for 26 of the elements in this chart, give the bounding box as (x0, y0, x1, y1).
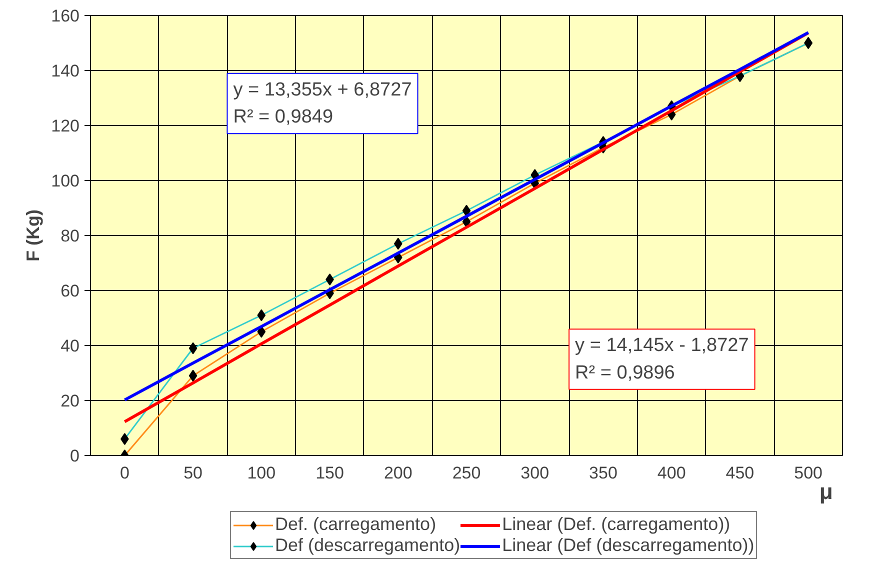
y-tick-label: 40 (60, 336, 80, 356)
y-tick-label: 100 (51, 172, 80, 190)
y-tick-label: 80 (60, 226, 80, 246)
x-tick-label: 0 (120, 464, 130, 482)
y-tick-label: 0 (70, 446, 80, 466)
annotation: y = 13,355x + 6,8727 R² = 0,9849 (233, 79, 412, 128)
x-tick-label: 250 (452, 464, 481, 482)
x-tick-label: 400 (657, 464, 686, 482)
y-tick-label: 120 (51, 116, 80, 136)
x-tick-label: 350 (589, 464, 618, 482)
y-tick-label: 140 (51, 62, 80, 80)
annotation: y = 14,145x - 1,8727 R² = 0,9896 (575, 335, 749, 384)
legend-label: Linear (Def. (carregamento)) (502, 514, 730, 535)
x-tick-label: 50 (184, 464, 203, 482)
legend-label: Linear (Def (descarregamento)) (502, 535, 754, 556)
x-tick-label: 100 (247, 464, 276, 482)
x-tick-label: 150 (316, 464, 344, 482)
y-tick-label: 60 (60, 282, 80, 300)
y-tick-label: 160 (51, 6, 80, 26)
y-axis-title: F (Kg) (23, 210, 44, 262)
legend-label: Def. (carregamento) (275, 514, 436, 535)
x-tick-label: 450 (726, 464, 754, 482)
x-tick-label: 300 (520, 464, 550, 482)
y-tick-label: 20 (60, 392, 80, 410)
legend-label: Def (descarregamento) (275, 535, 460, 556)
x-tick-label: 200 (384, 464, 412, 482)
